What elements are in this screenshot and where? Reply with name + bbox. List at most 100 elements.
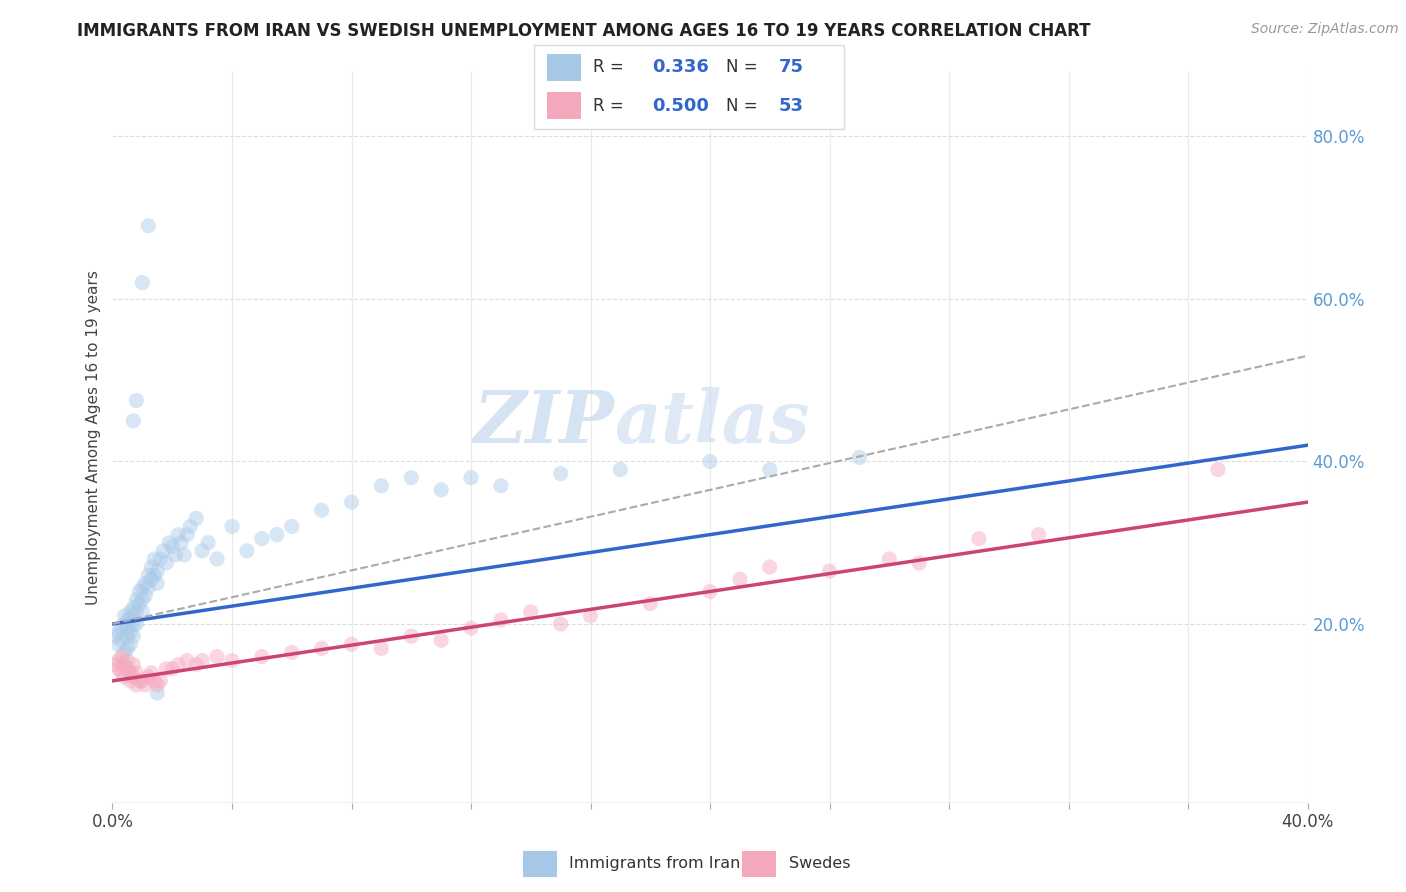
Text: R =: R = <box>593 97 628 115</box>
Point <box>818 564 841 578</box>
Point <box>149 673 172 688</box>
Point <box>759 560 782 574</box>
Text: N =: N = <box>725 59 763 77</box>
Point <box>128 673 150 688</box>
Point <box>266 527 288 541</box>
Point <box>117 621 139 635</box>
Point <box>340 637 363 651</box>
Text: R =: R = <box>593 59 628 77</box>
Point <box>143 673 166 688</box>
Point <box>107 654 129 668</box>
Point <box>122 617 145 632</box>
Point <box>114 645 135 659</box>
Point <box>128 597 150 611</box>
Point <box>114 608 135 623</box>
Point <box>122 670 145 684</box>
Point <box>179 519 201 533</box>
Point <box>120 637 142 651</box>
Point <box>550 467 572 481</box>
Point <box>908 556 931 570</box>
Point <box>205 649 228 664</box>
Point <box>699 454 721 468</box>
Point <box>120 673 142 688</box>
Point <box>155 662 177 676</box>
Point <box>143 568 166 582</box>
Point <box>370 479 392 493</box>
Point <box>117 641 139 656</box>
Point <box>430 483 453 497</box>
Point <box>221 519 243 533</box>
Text: ZIP: ZIP <box>474 387 614 458</box>
Point <box>114 670 135 684</box>
Point <box>138 219 160 233</box>
Point <box>146 686 169 700</box>
Point <box>141 665 163 680</box>
FancyBboxPatch shape <box>547 54 581 81</box>
Point <box>131 592 153 607</box>
Point <box>117 662 139 676</box>
Point <box>134 589 156 603</box>
Point <box>176 654 198 668</box>
Point <box>281 645 304 659</box>
Point <box>167 527 190 541</box>
Point <box>110 633 132 648</box>
Point <box>128 584 150 599</box>
Point <box>401 629 423 643</box>
Point <box>728 572 751 586</box>
Point <box>167 657 190 672</box>
Point <box>114 617 135 632</box>
Point <box>640 597 662 611</box>
Point <box>460 621 482 635</box>
Point <box>759 462 782 476</box>
Point <box>1028 527 1050 541</box>
Point <box>191 544 214 558</box>
Point <box>281 519 304 533</box>
Point <box>848 450 870 465</box>
Point <box>430 633 453 648</box>
Point <box>138 568 160 582</box>
Point <box>162 540 183 554</box>
Point <box>370 641 392 656</box>
Point <box>117 654 139 668</box>
Text: 0.336: 0.336 <box>652 59 709 77</box>
Point <box>131 605 153 619</box>
Point <box>138 581 160 595</box>
Point <box>120 605 142 619</box>
Text: 75: 75 <box>779 59 804 77</box>
Point <box>311 641 333 656</box>
Point <box>221 654 243 668</box>
Point <box>107 637 129 651</box>
Point <box>967 532 990 546</box>
Point <box>120 613 142 627</box>
Point <box>120 625 142 640</box>
Y-axis label: Unemployment Among Ages 16 to 19 years: Unemployment Among Ages 16 to 19 years <box>86 269 101 605</box>
FancyBboxPatch shape <box>547 92 581 120</box>
Point <box>125 665 148 680</box>
Point <box>489 479 512 493</box>
Point <box>122 608 145 623</box>
Point <box>173 548 195 562</box>
Point <box>165 548 187 562</box>
Point <box>141 560 163 574</box>
Point <box>250 649 273 664</box>
Point <box>489 613 512 627</box>
Point <box>131 673 153 688</box>
Point <box>125 678 148 692</box>
Point <box>460 471 482 485</box>
Point <box>311 503 333 517</box>
Point <box>157 535 180 549</box>
Text: atlas: atlas <box>614 387 810 458</box>
Point <box>146 678 169 692</box>
Point <box>186 657 208 672</box>
Point <box>125 605 148 619</box>
Point <box>134 678 156 692</box>
Point <box>122 657 145 672</box>
Text: Swedes: Swedes <box>789 855 851 871</box>
Point <box>191 654 214 668</box>
Point <box>104 657 127 672</box>
FancyBboxPatch shape <box>742 851 776 877</box>
Point <box>117 629 139 643</box>
Point <box>114 657 135 672</box>
Point <box>146 576 169 591</box>
Text: 0.500: 0.500 <box>652 97 709 115</box>
